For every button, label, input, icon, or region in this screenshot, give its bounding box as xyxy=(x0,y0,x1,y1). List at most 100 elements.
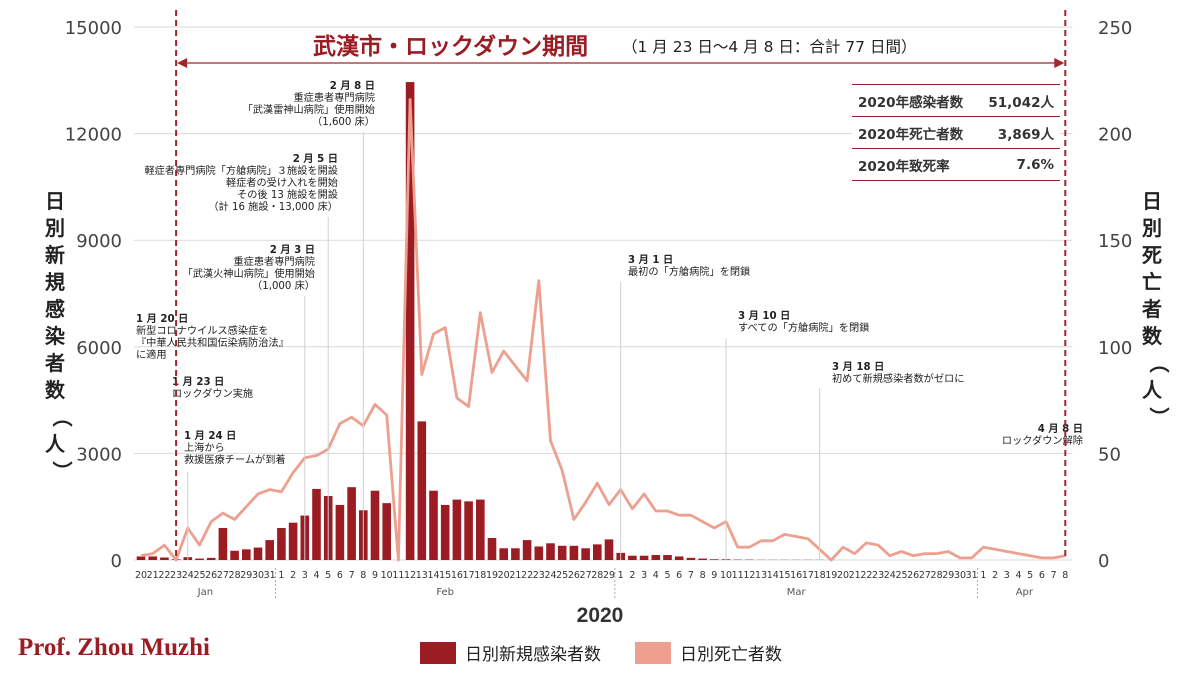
lockdown-arrowhead-left xyxy=(177,58,188,68)
x-tick-label: 7 xyxy=(349,570,355,581)
axis-title-char: （ xyxy=(1147,353,1171,373)
lockdown-arrowhead-right xyxy=(1054,58,1065,68)
bar xyxy=(698,558,707,560)
x-tick-label: 2 xyxy=(629,570,635,581)
axis-title-char: 数 xyxy=(45,378,66,402)
y-left-tick-label: 15000 xyxy=(65,18,122,39)
annotation-date: 2 月 3 日 xyxy=(270,244,315,256)
bar xyxy=(710,559,719,560)
x-tick-label: 26 xyxy=(568,570,580,581)
axis-title-char: 規 xyxy=(45,270,65,294)
bar-series xyxy=(136,82,836,561)
annotation-text: その後 13 施設を開設 xyxy=(237,188,338,201)
x-tick-label: 22 xyxy=(860,570,872,581)
bar xyxy=(511,548,520,560)
x-tick-label: 5 xyxy=(1027,570,1033,581)
x-tick-label: 28 xyxy=(931,570,943,581)
stats-label: 2020年致死率 xyxy=(852,148,978,181)
bar xyxy=(499,548,508,560)
legend-item-cases: 日別新規感染者数 xyxy=(420,640,601,665)
x-tick-label: 12 xyxy=(404,570,416,581)
bar xyxy=(534,546,544,560)
x-tick-label: 11 xyxy=(392,570,404,581)
annotation-text: 新型コロナウイルス感染症を xyxy=(136,324,268,337)
y-right-tick-label: 250 xyxy=(1098,18,1132,39)
x-tick-label: 6 xyxy=(1039,570,1045,581)
x-tick-label: 19 xyxy=(825,570,837,581)
x-tick-label: 26 xyxy=(907,570,919,581)
x-tick-label: 21 xyxy=(509,570,521,581)
x-tick-label: 9 xyxy=(711,570,717,581)
y-right-tick-label: 0 xyxy=(1098,551,1109,572)
x-tick-label: 23 xyxy=(872,570,884,581)
annotation-text: 初めて新規感染者数がゼロに xyxy=(832,372,964,385)
axis-title-char: 者 xyxy=(44,351,65,375)
x-tick-label: 23 xyxy=(533,570,545,581)
lockdown-title: 武漢市・ロックダウン期間 xyxy=(313,33,588,60)
month-label: Jan xyxy=(197,587,213,598)
x-tick-label: 14 xyxy=(767,570,779,581)
bar xyxy=(557,545,567,560)
stats-value: 51,042人 xyxy=(977,84,1060,117)
x-tick-label: 14 xyxy=(427,570,439,581)
x-tick-label: 24 xyxy=(182,570,194,581)
line-series xyxy=(140,98,1066,562)
bar xyxy=(265,540,274,560)
y-right-tick-label: 50 xyxy=(1098,444,1121,465)
annotation-text: 重症患者専門病院 xyxy=(294,91,376,104)
x-tick-label: 1 xyxy=(278,570,284,581)
annotation-text: に適用 xyxy=(136,348,167,361)
x-tick-label: 29 xyxy=(240,570,252,581)
x-tick-label: 24 xyxy=(544,570,556,581)
annotations: 1 月 20 日新型コロナウイルス感染症を『中華人民共和国伝染病防治法』に適用1… xyxy=(136,80,1083,560)
annotation-date: 3 月 10 日 xyxy=(738,310,790,322)
x-tick-label: 25 xyxy=(556,570,568,581)
x-tick-label: 24 xyxy=(884,570,896,581)
stats-label: 2020年感染者数 xyxy=(852,84,978,117)
x-tick-label: 7 xyxy=(688,570,694,581)
bar xyxy=(522,540,532,560)
bar xyxy=(476,499,485,560)
annotation-date: 3 月 18 日 xyxy=(832,361,884,373)
x-tick-label: 21 xyxy=(147,570,159,581)
author-credit: Prof. Zhou Muzhi xyxy=(18,634,210,661)
x-tick-label: 8 xyxy=(360,570,366,581)
bar xyxy=(136,556,146,560)
x-tick-label: 13 xyxy=(416,570,428,581)
annotation-text: 最初の「方艙病院」を閉鎖 xyxy=(628,265,750,278)
x-tick-label: 31 xyxy=(264,570,276,581)
stats-row: 2020年感染者数 51,042人 xyxy=(852,84,1060,117)
axis-title-char: 別 xyxy=(45,216,65,240)
stats-label: 2020年死亡者数 xyxy=(852,116,978,149)
y-left-tick-label: 6000 xyxy=(76,338,122,359)
x-tick-label: 29 xyxy=(603,570,615,581)
bar xyxy=(312,488,321,560)
x-tick-label: 30 xyxy=(252,570,264,581)
x-tick-label: 3 xyxy=(302,570,308,581)
annotation-date: 3 月 1 日 xyxy=(628,254,673,266)
annotation-date: 1 月 24 日 xyxy=(184,430,236,442)
annotation-text: ロックダウン解除 xyxy=(1002,434,1083,447)
annotation-text: 上海から xyxy=(184,441,225,454)
axis-title-char: 人 xyxy=(45,432,66,456)
axis-title-char: 者 xyxy=(1141,297,1162,321)
x-tick-label: 28 xyxy=(591,570,603,581)
annotation-text: （1,600 床） xyxy=(312,115,375,128)
annotation-text: ロックダウン実施 xyxy=(172,387,253,400)
x-tick-label: 16 xyxy=(790,570,802,581)
bar xyxy=(242,549,251,560)
x-tick-label: 20 xyxy=(135,570,147,581)
x-tick-label: 31 xyxy=(966,570,978,581)
bar xyxy=(160,557,169,560)
x-tick-label: 3 xyxy=(1004,570,1010,581)
gridlines xyxy=(134,26,1073,561)
x-tick-label: 8 xyxy=(1062,570,1068,581)
bar xyxy=(686,557,696,560)
x-tick-label: 16 xyxy=(451,570,463,581)
x-tick-label: 19 xyxy=(486,570,498,581)
